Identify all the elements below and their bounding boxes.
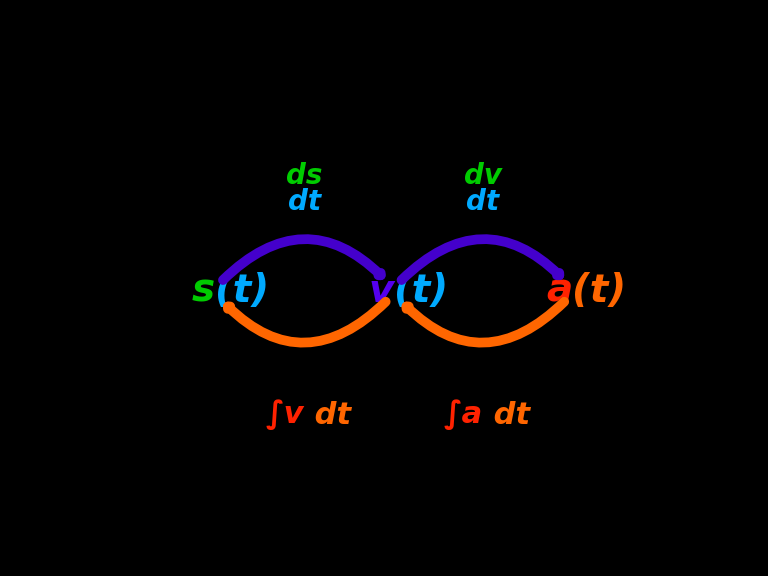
Text: s: s: [192, 272, 215, 310]
FancyArrowPatch shape: [223, 239, 381, 280]
Text: dv: dv: [464, 161, 502, 190]
Text: ∫v: ∫v: [266, 400, 304, 430]
Text: ds: ds: [286, 161, 323, 190]
FancyArrowPatch shape: [228, 302, 386, 343]
Text: a: a: [546, 272, 572, 310]
Text: v: v: [368, 272, 393, 310]
Text: dt: dt: [466, 188, 499, 216]
Text: dt: dt: [483, 400, 530, 430]
Text: (t): (t): [215, 272, 269, 310]
Text: (t): (t): [572, 272, 626, 310]
Text: dt: dt: [304, 400, 352, 430]
Text: (t): (t): [393, 272, 448, 310]
FancyArrowPatch shape: [406, 302, 564, 343]
Text: ∫a: ∫a: [444, 400, 483, 430]
FancyArrowPatch shape: [402, 239, 559, 280]
Text: dt: dt: [288, 188, 321, 216]
